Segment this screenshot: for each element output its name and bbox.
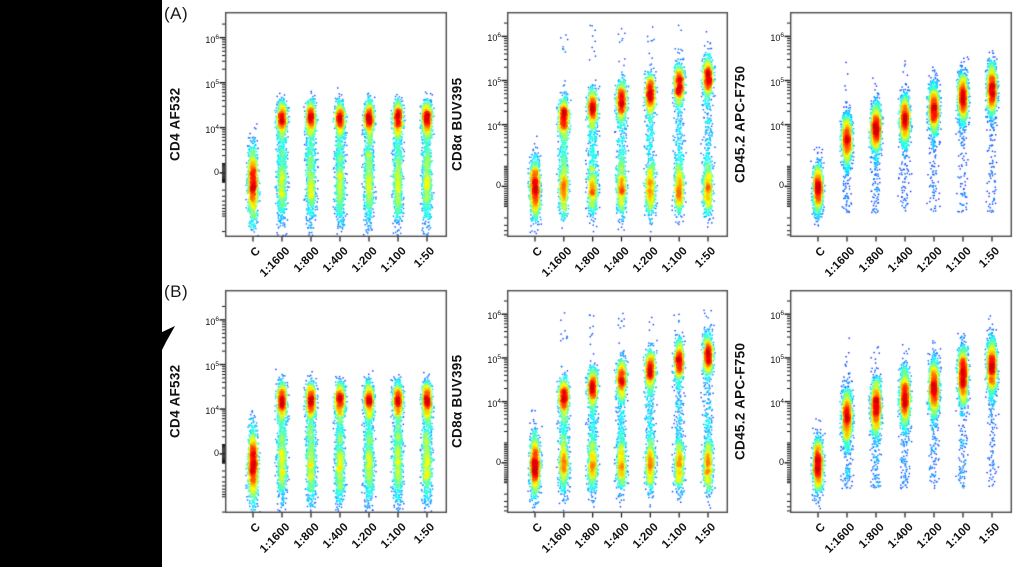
left-black-mask [0,0,162,567]
plot-a-cd45-2-apc-f750: CD45.2 APC-F7501061051040C1:16001:8001:4… [728,2,1021,307]
scatter-density-canvas [495,284,740,529]
panel-a-label: (A) [164,4,189,23]
scatter-density-canvas [495,6,740,253]
plot-a-cd8a-buv395: CD8α BUV3951061051040C1:16001:8001:4001:… [445,2,761,307]
plot-a-cd4-af532: CD4 AF5321061051040C1:16001:8001:4001:20… [163,2,480,307]
plot-b-cd45-2-apc-f750: CD45.2 APC-F7501061051040C1:16001:8001:4… [728,280,1021,567]
plot-b-cd8a-buv395: CD8α BUV3951061051040C1:16001:8001:4001:… [445,280,761,567]
scatter-density-canvas [778,284,1021,529]
panel-b-label: (B) [164,282,189,301]
plot-b-cd4-af532: CD4 AF5321061051040C1:16001:8001:4001:20… [163,280,480,567]
scatter-density-canvas [778,6,1021,253]
scatter-density-canvas [213,6,459,253]
annotation-arrow-icon [138,326,175,376]
scatter-density-canvas [213,284,459,529]
